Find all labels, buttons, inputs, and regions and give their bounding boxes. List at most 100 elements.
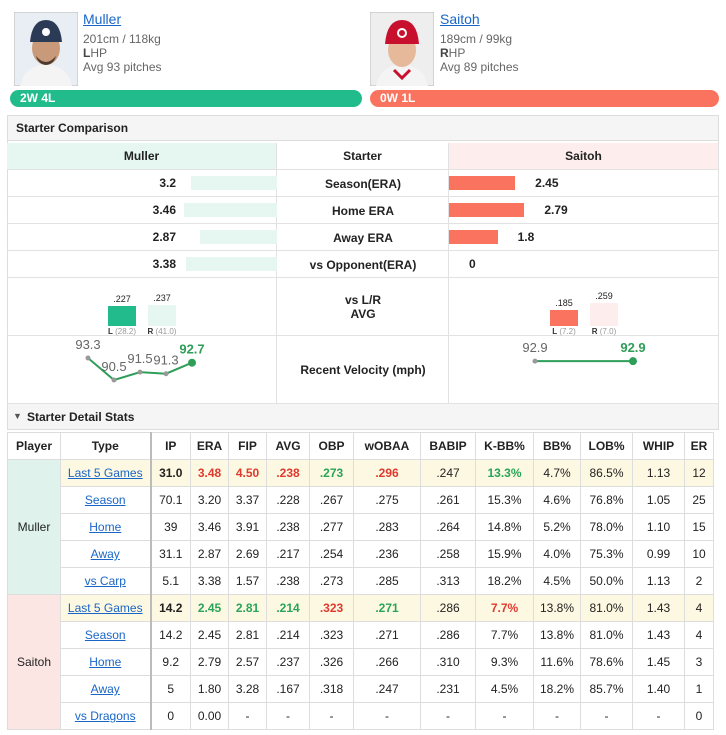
column-header: IP (149, 432, 191, 460)
column-header: OBP (309, 432, 354, 460)
details-title-bar (7, 404, 719, 430)
stat-cell: 13.8% (533, 621, 581, 649)
sample: (7.2) (559, 327, 576, 336)
column-header: K-BB% (475, 432, 534, 460)
stat-cell: 5.2% (533, 513, 581, 541)
value-bar (183, 203, 277, 217)
player-name[interactable]: Saitoh (440, 11, 480, 27)
stat-cell: 4 (684, 594, 714, 622)
stat-cell: 7.7% (475, 621, 534, 649)
column-header: AVG (266, 432, 310, 460)
stat-cell: 81.0% (580, 594, 633, 622)
type-link[interactable]: Home (89, 655, 122, 669)
avg-value: .227 (113, 294, 131, 305)
stat-cell: 76.8% (580, 486, 633, 514)
type-link[interactable]: Home (89, 520, 122, 534)
type-cell: Last 5 Games (60, 459, 151, 487)
value-bar (449, 230, 498, 244)
stat-cell: 5.1 (149, 567, 191, 595)
type-link[interactable]: Season (84, 493, 126, 507)
stat-cell: 2.45 (190, 621, 229, 649)
side: L (552, 327, 558, 336)
player-cell: Muller (7, 459, 61, 595)
value-bar (449, 203, 525, 217)
stat-cell: .283 (353, 513, 421, 541)
value-bar (449, 176, 516, 190)
stat-cell: 4.6% (533, 486, 581, 514)
row-cell (277, 170, 449, 197)
row-label: Home ERA (331, 203, 394, 218)
type-link[interactable]: Away (90, 547, 120, 561)
row-cell (277, 251, 449, 278)
stat-cell: 78.6% (580, 648, 633, 676)
row-cell (277, 197, 449, 224)
column-header: ERA (190, 432, 229, 460)
stats-row: Season 14.2 2.45 2.81.214.323.271.286 7.7% 13… (8, 621, 714, 649)
stat-cell: .286 (420, 621, 476, 649)
stat-cell: .231 (420, 675, 476, 703)
sample: (28.2) (115, 327, 137, 336)
stat-cell: .318 (309, 675, 354, 703)
stat-cell: .214 (266, 594, 310, 622)
column-header: ER (684, 432, 714, 460)
stats-row: Saitoh Last 5 Games 14.2 2.45 2.81.214.323.2… (7, 594, 714, 730)
type-link[interactable]: vs Dragons (74, 709, 136, 723)
stat-cell: - (266, 702, 310, 730)
type-link[interactable]: Season (84, 628, 126, 642)
stat-cell: 11.6% (533, 648, 581, 676)
value-bar (199, 230, 277, 244)
avg-side: L (7.2) (546, 327, 582, 336)
stat-cell: 14.2 (149, 594, 191, 622)
type-link[interactable]: Last 5 Games (67, 601, 143, 615)
avg-bar (550, 309, 578, 326)
stat-cell: 0.99 (632, 540, 685, 568)
details-title: Starter Detail Stats (27, 410, 135, 424)
comparison-title: Starter Comparison (8, 116, 718, 141)
column-header: Player (7, 432, 61, 460)
stat-cell: 31.1 (149, 540, 191, 568)
row-label: vs Opponent(ERA) (309, 257, 417, 272)
collapse-arrow[interactable]: ▼ (13, 411, 22, 421)
stat-cell: - (420, 702, 476, 730)
saitoh-photo (370, 12, 434, 86)
stat-cell: 2.79 (190, 648, 229, 676)
stat-cell: 3 (684, 648, 714, 676)
stat-cell: - (353, 702, 421, 730)
stat-cell: .323 (309, 594, 354, 622)
value-text: 3.46 (152, 203, 176, 217)
player-hand: LHP (83, 46, 107, 60)
type-link[interactable]: vs Carp (84, 574, 126, 588)
stat-cell: 2 (684, 567, 714, 595)
stat-cell: .238 (266, 513, 310, 541)
stat-cell: .214 (266, 621, 310, 649)
type-link[interactable]: Away (90, 682, 120, 696)
stats-row: Away 5 1.80 3.28.167.318.247.231 4.5% 18.2% 85… (8, 675, 714, 703)
stats-row: vs Carp 5.1 3.38 1.57.238.273.285.313 18.2% 4… (8, 567, 714, 595)
stat-cell: - (309, 702, 354, 730)
stat-cell: 3.91 (228, 513, 267, 541)
stat-cell: 50.0% (580, 567, 633, 595)
stat-cell: - (632, 702, 685, 730)
type-link[interactable]: Last 5 Games (67, 466, 143, 480)
stat-cell: .266 (353, 648, 421, 676)
stat-cell: - (475, 702, 534, 730)
stat-cell: 39 (149, 513, 191, 541)
player-name[interactable]: Muller (83, 11, 122, 27)
stat-cell: 0 (684, 702, 714, 730)
record-bar: 0W 1L (370, 90, 719, 107)
stat-cell: .296 (353, 459, 421, 487)
avg-value: .185 (555, 297, 573, 308)
stat-cell: 7.7% (475, 594, 534, 622)
value-text: 2.45 (535, 176, 559, 190)
stat-cell: 25 (684, 486, 714, 514)
stat-cell: 4.0% (533, 540, 581, 568)
stat-cell: 1.05 (632, 486, 685, 514)
stat-cell: .267 (309, 486, 354, 514)
stat-cell: 1.10 (632, 513, 685, 541)
stat-cell: 2.45 (190, 594, 229, 622)
muller-photo (14, 12, 78, 86)
type-cell: vs Carp (60, 567, 151, 595)
row-cell (449, 251, 719, 278)
stat-cell: 1.40 (632, 675, 685, 703)
side: R (591, 327, 598, 336)
